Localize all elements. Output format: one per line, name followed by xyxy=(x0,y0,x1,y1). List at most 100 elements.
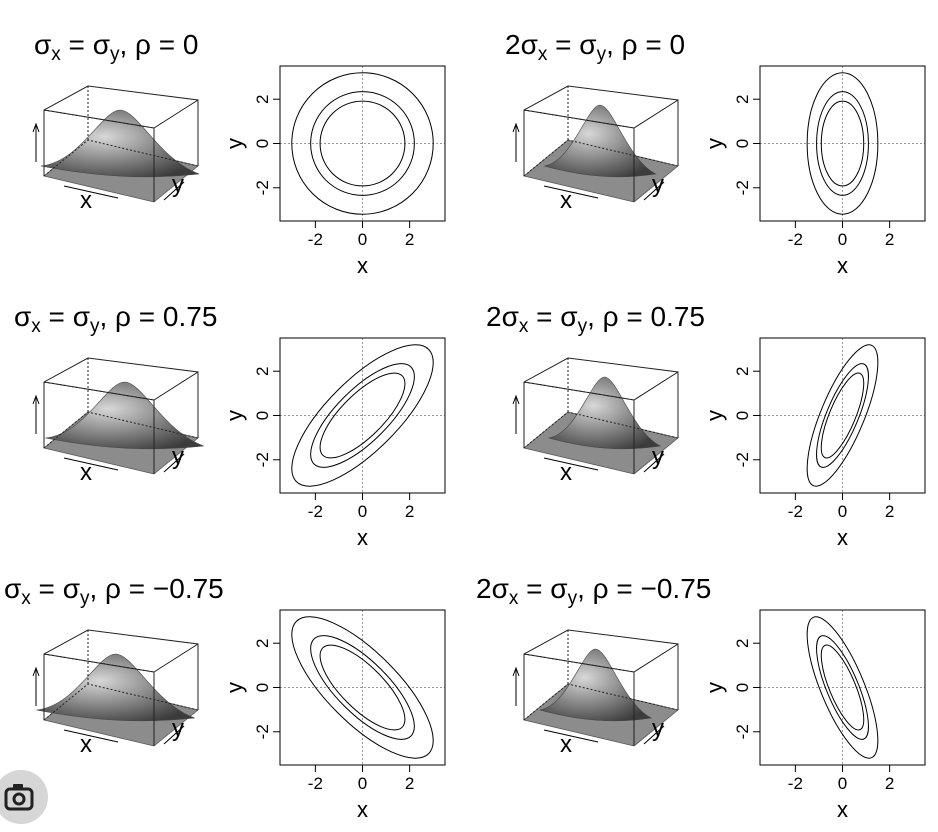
surface-y-label: y xyxy=(652,171,664,198)
contour-ellipse xyxy=(816,91,869,196)
surface-box-hidden xyxy=(43,653,155,673)
title-eq2: = xyxy=(638,29,670,60)
title-sigma-x: σ xyxy=(14,301,31,332)
surface-x-label: x xyxy=(560,459,572,484)
lens-camera-icon xyxy=(4,784,34,811)
surface-x-label: x xyxy=(560,187,572,212)
z-axis-arrow xyxy=(32,122,40,133)
svg-text:2σx = σy, ρ = −0.75: 2σx = σy, ρ = −0.75 xyxy=(476,573,711,609)
title-sub-x: x xyxy=(538,44,548,65)
x-tick-label: 0 xyxy=(838,774,847,793)
title-sigma-y: σ xyxy=(63,573,80,604)
x-axis-arrow xyxy=(543,457,599,471)
surface-box-hidden xyxy=(523,109,635,129)
y-axis-arrow xyxy=(163,181,185,201)
x-tick-label: -2 xyxy=(308,774,323,793)
title-sep: , xyxy=(577,573,593,604)
x-tick-label: 2 xyxy=(885,502,894,521)
title-sub-y: y xyxy=(90,316,100,337)
contour-ellipse xyxy=(319,644,406,731)
contour-ellipse xyxy=(310,635,415,740)
contour-ellipse xyxy=(319,372,406,459)
title-rho: ρ xyxy=(603,301,619,332)
title-eq: = xyxy=(528,301,560,332)
y-tick-label: 2 xyxy=(253,94,272,103)
surface-x-label: x xyxy=(80,731,92,756)
contour-ellipse xyxy=(816,635,869,740)
svg-text:2σx = σy, ρ = 0.75: 2σx = σy, ρ = 0.75 xyxy=(486,301,705,337)
title-sigma-y: σ xyxy=(73,301,90,332)
title-sub-y: y xyxy=(578,316,588,337)
contour-ellipse xyxy=(820,644,865,731)
surface-box-hidden xyxy=(43,139,199,177)
title-value: −0.75 xyxy=(153,573,224,604)
title-value: 0 xyxy=(669,29,685,60)
x-tick-label: 0 xyxy=(358,502,367,521)
surface-plot: x y xyxy=(32,357,204,484)
y-axis-label: y xyxy=(702,682,727,693)
y-tick-label: -2 xyxy=(253,180,272,195)
surface-hill xyxy=(548,376,662,450)
surface-hill xyxy=(45,381,204,450)
y-tick-label: 2 xyxy=(253,366,272,375)
svg-text:σx = σy, ρ = 0.75: σx = σy, ρ = 0.75 xyxy=(14,301,217,337)
surface-y-label: y xyxy=(652,715,664,742)
surface-plot: x y xyxy=(512,629,679,756)
title-sep: , xyxy=(606,29,622,60)
title-eq2: = xyxy=(151,29,183,60)
title-rho: ρ xyxy=(115,301,131,332)
x-tick-label: -2 xyxy=(788,774,803,793)
y-axis-label: y xyxy=(222,410,247,421)
title-sigma-x: σ xyxy=(492,573,509,604)
title-value: 0.75 xyxy=(163,301,218,332)
title-sub-x: x xyxy=(519,316,529,337)
y-tick-label: 2 xyxy=(733,94,752,103)
y-tick-label: 2 xyxy=(253,638,272,647)
y-tick-label: -2 xyxy=(253,452,272,467)
surface-y-label: y xyxy=(172,715,184,742)
y-axis-label: y xyxy=(702,410,727,421)
contour-ellipse xyxy=(310,363,415,468)
contour-plot: -2 0 2 -2 0 2 x y xyxy=(702,65,926,278)
title-sub-y: y xyxy=(110,44,120,65)
y-tick-label: 0 xyxy=(253,139,272,148)
title-sub-x: x xyxy=(509,588,519,609)
svg-text:σx = σy, ρ = −0.75: σx = σy, ρ = −0.75 xyxy=(4,573,224,609)
title-sep: , xyxy=(587,301,603,332)
x-axis-label: x xyxy=(837,797,848,822)
contour-ellipse xyxy=(806,344,879,487)
surface-plot: x y xyxy=(32,85,200,212)
surface-hill xyxy=(36,653,195,722)
surface-plot: x y xyxy=(32,629,199,756)
contour-ellipse xyxy=(291,344,434,487)
surface-hill xyxy=(40,109,200,178)
y-tick-label: -2 xyxy=(253,724,272,739)
x-axis-arrow xyxy=(63,729,119,743)
x-tick-label: -2 xyxy=(788,230,803,249)
svg-text:2σx = σy, ρ = 0: 2σx = σy, ρ = 0 xyxy=(505,29,685,65)
z-axis-arrow xyxy=(32,394,40,405)
title-sigma-y: σ xyxy=(579,29,596,60)
contour-plot: -2 0 2 -2 0 2 x y xyxy=(222,609,446,822)
y-axis-arrow xyxy=(163,725,185,745)
contour-ellipse xyxy=(319,100,406,187)
lens-camera-button[interactable] xyxy=(0,770,48,824)
contour-ellipse xyxy=(820,100,865,187)
x-axis-arrow xyxy=(63,185,119,199)
y-tick-label: -2 xyxy=(733,724,752,739)
surface-plot: x y xyxy=(512,85,679,212)
title-sep: , xyxy=(89,573,105,604)
title-eq: = xyxy=(61,29,93,60)
title-value: 0.75 xyxy=(650,301,705,332)
title-eq2: = xyxy=(121,573,153,604)
contour-plot: -2 0 2 -2 0 2 x y xyxy=(222,65,446,278)
surface-x-label: x xyxy=(80,459,92,484)
contour-ellipse xyxy=(816,363,869,468)
surface-y-label: y xyxy=(652,443,664,470)
title-coef: 2 xyxy=(486,301,502,332)
surface-box-hidden xyxy=(43,683,199,721)
surface-box-hidden xyxy=(523,653,635,673)
y-axis-arrow xyxy=(643,181,665,201)
title-sub-x: x xyxy=(51,44,61,65)
title-coef: 2 xyxy=(476,573,492,604)
